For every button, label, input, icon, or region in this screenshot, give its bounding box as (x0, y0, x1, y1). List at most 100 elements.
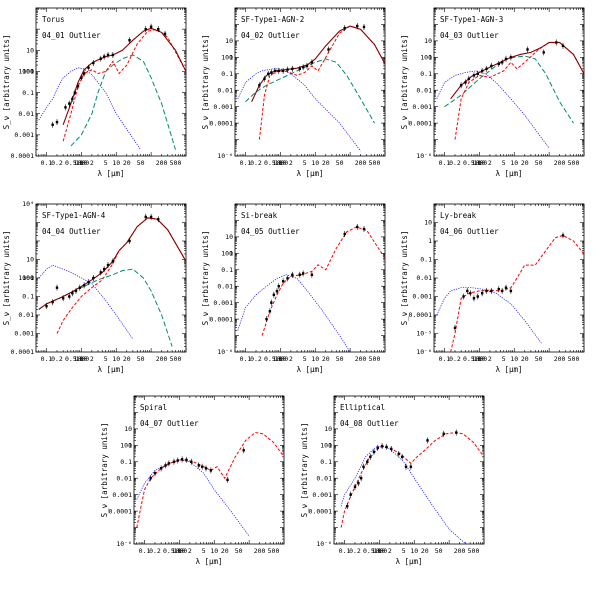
data-point (87, 66, 90, 69)
data-point (157, 27, 160, 31)
data-point (442, 432, 445, 436)
y-tick-label: 1000 (18, 68, 34, 76)
x-tick-label: 50 (235, 547, 243, 555)
data-point (362, 227, 366, 231)
data-point (466, 289, 469, 293)
data-point (310, 273, 314, 276)
data-point (176, 459, 179, 462)
data-point (51, 300, 54, 304)
data-point (149, 215, 153, 219)
x-tick-label: 50 (435, 547, 443, 555)
x-tick-label: 50 (535, 159, 543, 167)
y-tick-label: 10⁻⁶ (416, 348, 432, 356)
x-tick-label: 5 (104, 355, 108, 363)
x-tick-label: 1000 (273, 159, 289, 167)
x-tick-label: 100 (75, 159, 87, 167)
data-point (281, 280, 285, 283)
x-tick-label: 20 (322, 355, 330, 363)
x-tick-label: 0.1 (240, 355, 252, 363)
x-tick-label: 10 (112, 159, 120, 167)
data-point (164, 464, 167, 467)
data-point (372, 450, 376, 454)
data-point (362, 25, 366, 29)
data-point (102, 55, 106, 58)
x-tick-label: 50 (137, 159, 145, 167)
data-point (480, 292, 484, 295)
data-point (82, 284, 86, 287)
x-tick-label: 500 (369, 159, 381, 167)
x-tick-label: 100 (75, 355, 87, 363)
x-tick-label: 1 (278, 355, 282, 363)
y-tick-label: 10 (26, 46, 34, 54)
data-point (270, 301, 273, 304)
x-tick-label: 10 (210, 547, 218, 555)
panel-subtitle: 04_06 Outlier (440, 227, 499, 236)
y-tick-label: 0.01 (116, 474, 132, 482)
series-line-stellar (436, 70, 550, 149)
data-point (128, 38, 131, 42)
y-axis-label: S_ν [arbitrary units] (300, 423, 309, 518)
x-tick-label: 0.5 (65, 159, 77, 167)
x-tick-label: 2 (289, 355, 293, 363)
x-tick-label: 100 (274, 159, 286, 167)
x-tick-label: 500 (568, 355, 580, 363)
data-point (305, 64, 309, 68)
series-line-stellar (38, 264, 134, 340)
data-point (258, 84, 261, 87)
x-tick-label: 1000 (74, 159, 90, 167)
data-point (71, 292, 74, 295)
y-tick-label: 10 (124, 425, 132, 433)
x-tick-label: 0.2 (449, 159, 461, 167)
data-point (55, 120, 59, 124)
x-tick-label: 5 (303, 159, 307, 167)
panel-subtitle: 04_01 Outlier (42, 31, 101, 40)
x-tick-label: 10 (112, 355, 120, 363)
panel-subtitle: 04_04 Outlier (42, 227, 101, 236)
x-tick-label: 500 (170, 159, 182, 167)
y-axis-label: S_ν [arbitrary units] (201, 35, 210, 130)
x-tick-label: 20 (322, 159, 330, 167)
panel-title: Si-break (241, 211, 278, 220)
data-point (76, 85, 80, 88)
data-point (409, 465, 413, 468)
data-point (366, 460, 369, 463)
data-point (45, 304, 48, 308)
x-tick-label: 0.1 (240, 159, 252, 167)
data-point (455, 431, 458, 434)
data-point (82, 72, 86, 75)
data-point (51, 123, 54, 126)
x-tick-label: 10 (311, 159, 319, 167)
panel-subtitle: 04_07 Outlier (140, 419, 199, 428)
data-point (73, 91, 77, 94)
data-point (357, 481, 360, 485)
x-tick-label: 20 (521, 355, 529, 363)
x-tick-label: 2 (488, 355, 492, 363)
y-tick-label: 0.001 (14, 131, 34, 139)
x-tick-label: 1000 (472, 159, 488, 167)
y-tick-label: 0.1 (221, 70, 233, 78)
x-tick-label: 200 (355, 159, 367, 167)
y-tick-label: 0.01 (416, 86, 432, 94)
x-tick-label: 10 (510, 159, 518, 167)
x-tick-label: 0.2 (349, 547, 361, 555)
series-line-stellar (38, 67, 141, 150)
series-line-agn (245, 58, 375, 124)
data-point (190, 460, 193, 463)
x-tick-label: 0.5 (264, 159, 276, 167)
data-point (472, 297, 476, 300)
data-point (362, 465, 365, 468)
data-point (459, 84, 463, 87)
x-axis-label: λ [μm] (195, 557, 222, 566)
data-point (68, 295, 71, 298)
data-point (273, 69, 277, 73)
data-point (68, 102, 71, 105)
x-tick-label: 10 (510, 355, 518, 363)
x-tick-label: 0.2 (250, 355, 262, 363)
y-tick-label: 0.1 (420, 70, 432, 78)
data-point (149, 25, 153, 28)
y-tick-label: 100 (320, 442, 332, 450)
x-tick-label: 20 (421, 547, 429, 555)
y-tick-label: 0.001 (112, 491, 132, 499)
data-point (504, 57, 508, 61)
